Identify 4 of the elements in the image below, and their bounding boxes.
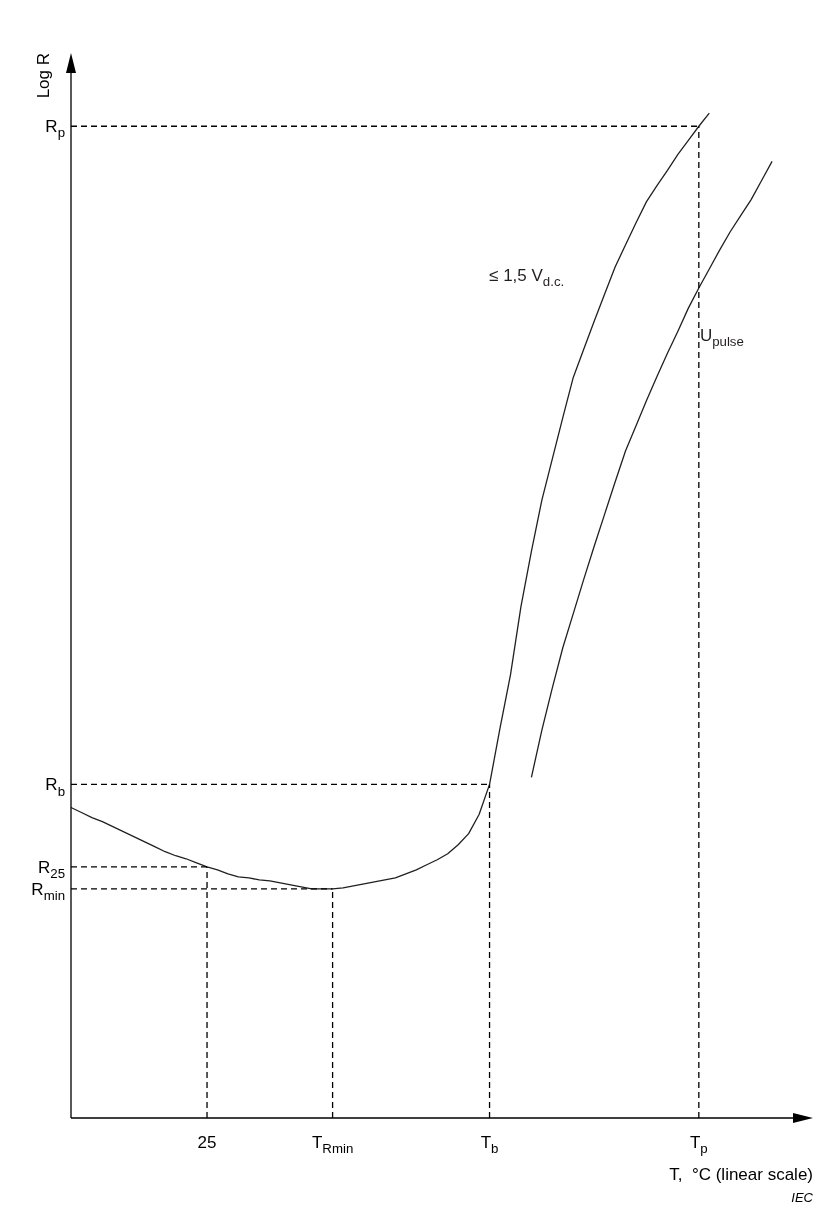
y-axis-title: Log R xyxy=(34,52,53,99)
x-axis-title: T, °C (linear scale) xyxy=(669,1165,813,1184)
text: IEC xyxy=(791,1190,814,1205)
x-tick-label: 25 xyxy=(197,1133,217,1152)
